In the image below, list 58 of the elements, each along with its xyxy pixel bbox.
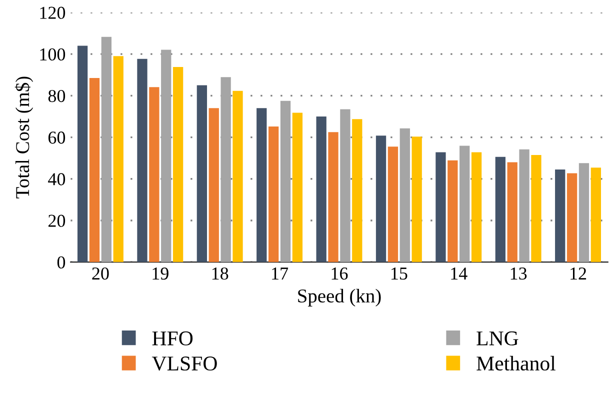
bar	[388, 146, 398, 262]
x-tick-label: 13	[510, 268, 527, 280]
bar	[89, 78, 100, 262]
y-tick-label: 20	[48, 214, 66, 227]
bar	[531, 154, 542, 262]
bar	[340, 109, 350, 262]
bar	[149, 87, 160, 262]
legend-label: HFO	[152, 331, 193, 346]
bar	[292, 112, 303, 262]
bar	[471, 152, 482, 262]
legend-label: Methanol	[476, 356, 556, 371]
bar	[376, 136, 386, 262]
bar	[328, 132, 338, 262]
bar	[232, 90, 243, 262]
x-tick-label: 16	[332, 268, 348, 280]
bar	[172, 66, 184, 262]
bar	[412, 136, 422, 262]
bar	[101, 36, 112, 262]
bar	[220, 77, 231, 262]
bar	[316, 116, 326, 262]
x-tick-label: 12	[570, 268, 586, 280]
bar	[113, 56, 124, 262]
bar	[208, 108, 219, 262]
x-tick-label: 19	[152, 268, 168, 280]
bar	[507, 162, 518, 262]
bar	[448, 160, 458, 262]
bar	[268, 126, 279, 262]
bar	[436, 152, 446, 262]
x-tick-label: 18	[212, 267, 228, 280]
y-tick-label: 0	[57, 256, 66, 269]
bar	[280, 100, 291, 262]
bar	[256, 108, 267, 262]
bar	[555, 170, 566, 262]
legend-label: VLSFO	[152, 356, 217, 371]
bar	[161, 50, 172, 262]
bar	[196, 85, 208, 262]
bar	[77, 46, 88, 262]
bar	[566, 173, 578, 262]
x-tick-label: 17	[272, 268, 288, 280]
y-axis-title: Total Cost (m$)	[14, 76, 34, 198]
legend-label: LNG	[476, 331, 518, 346]
bar	[352, 119, 362, 262]
bar	[137, 58, 148, 262]
bar	[495, 156, 506, 262]
y-tick-label: 40	[48, 173, 66, 186]
y-tick-label: 80	[48, 90, 66, 102]
x-axis-title: Speed (kn)	[298, 288, 381, 307]
bar	[578, 163, 590, 262]
bar	[400, 128, 410, 262]
y-tick-label: 120	[40, 6, 66, 19]
bar	[590, 168, 601, 262]
x-tick-label: 20	[92, 267, 109, 280]
y-tick-label: 100	[40, 48, 66, 61]
y-tick-label: 60	[48, 132, 66, 144]
x-tick-label: 14	[451, 268, 468, 280]
bar	[460, 146, 470, 262]
x-tick-label: 15	[391, 268, 408, 280]
bar	[519, 149, 530, 262]
